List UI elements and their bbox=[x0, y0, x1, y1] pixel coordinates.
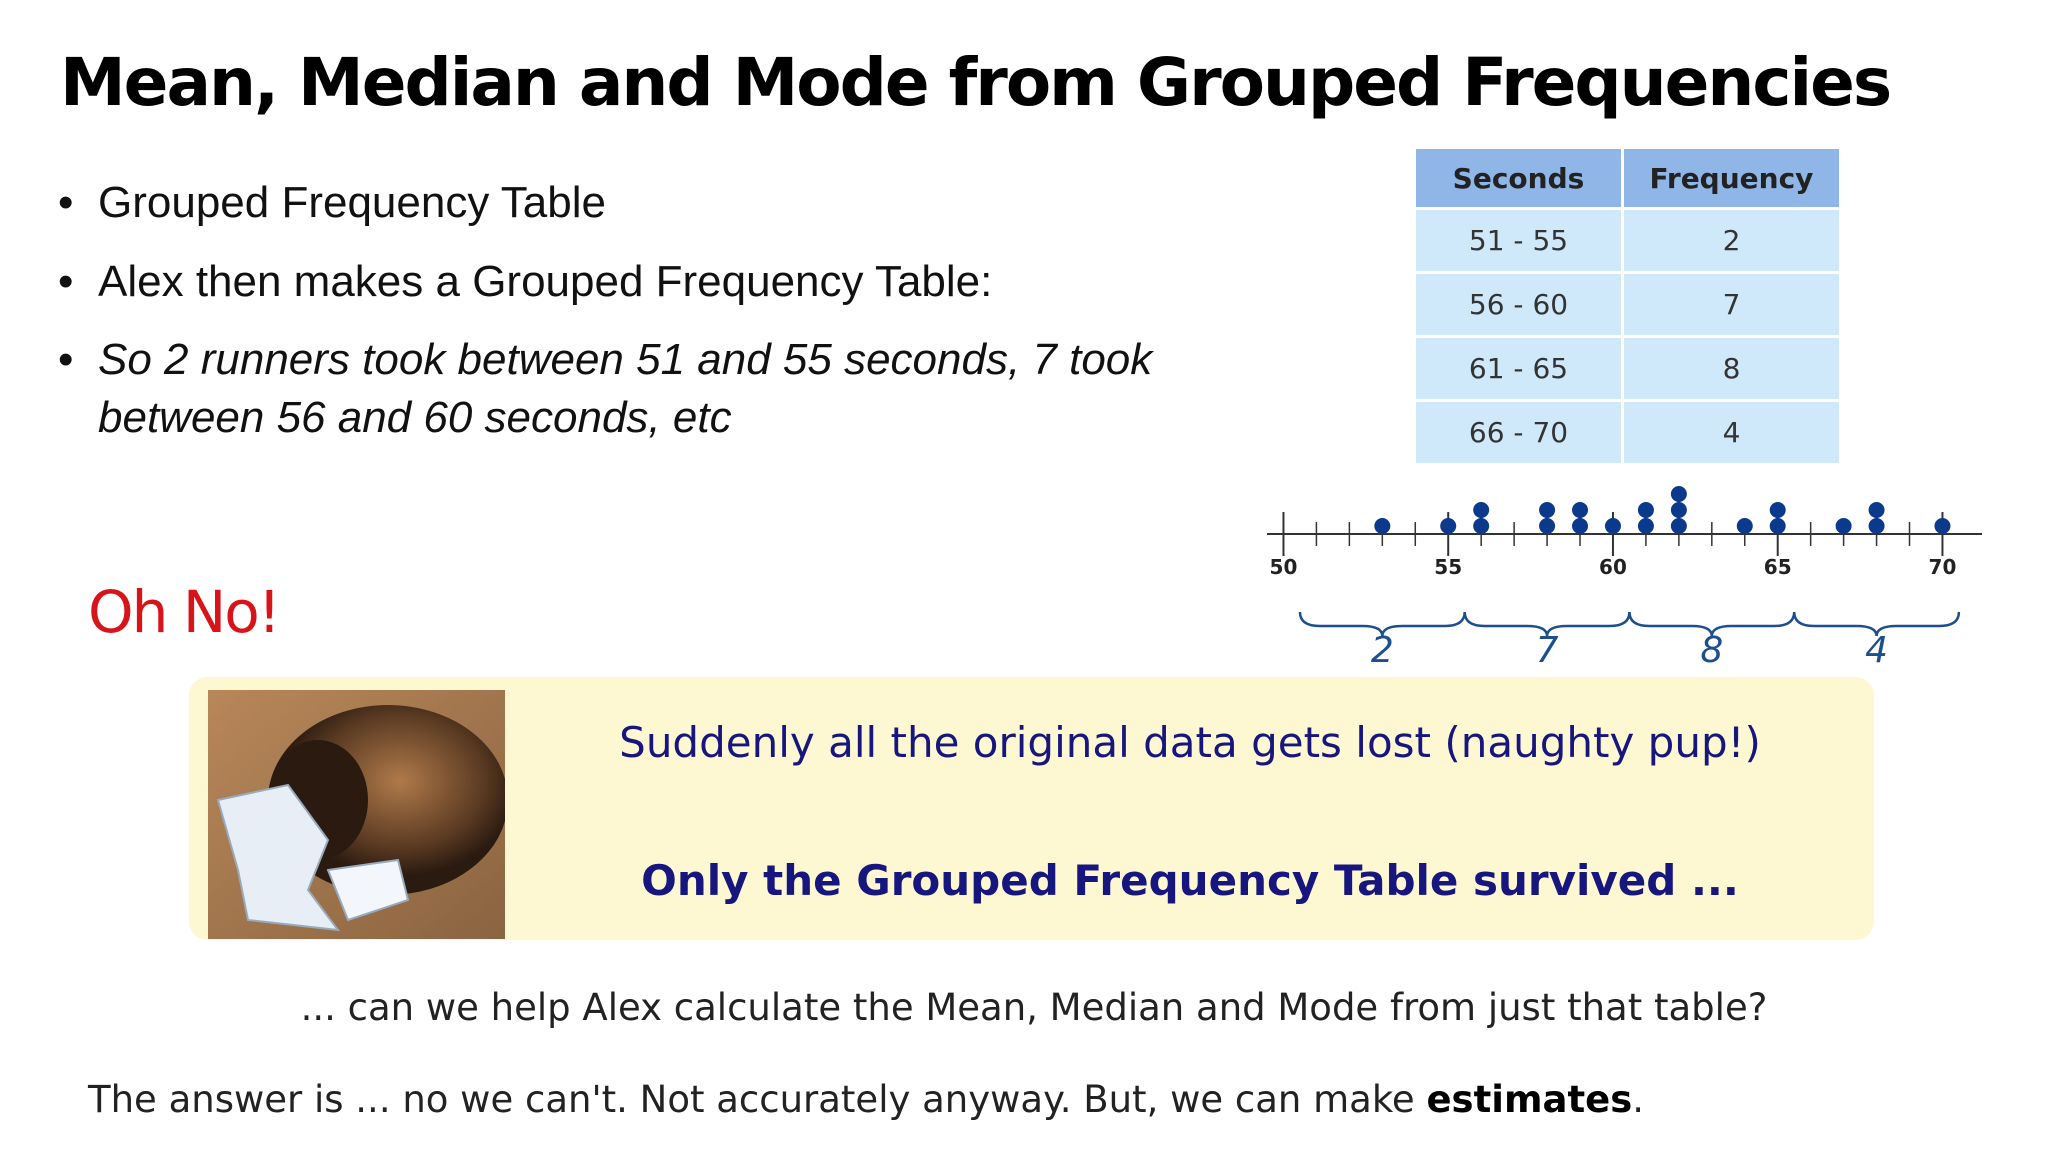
answer-text: The answer is ... no we can't. Not accur… bbox=[88, 1078, 1427, 1121]
data-dot bbox=[1473, 502, 1490, 518]
brace-label: 8 bbox=[1700, 630, 1723, 671]
bullet-text: Grouped Frequency Table bbox=[98, 178, 606, 227]
brace-label: 2 bbox=[1371, 630, 1394, 671]
group-brace bbox=[1628, 611, 1796, 637]
data-dot bbox=[1934, 518, 1951, 534]
tick-label: 70 bbox=[1929, 555, 1957, 579]
question: ... can we help Alex calculate the Mean,… bbox=[300, 986, 1768, 1029]
cell: 66 - 70 bbox=[1416, 402, 1621, 463]
cell: 4 bbox=[1624, 402, 1839, 463]
cell: 51 - 55 bbox=[1416, 210, 1621, 271]
data-dot bbox=[1440, 518, 1457, 534]
data-dot bbox=[1539, 502, 1556, 518]
data-dot bbox=[1670, 486, 1687, 502]
data-dot bbox=[1604, 518, 1621, 534]
bullet: • Alex then makes a Grouped Frequency Tab… bbox=[58, 257, 993, 306]
dot-plot: 50 2 55 7 60 8 65 4 70 bbox=[1267, 486, 1982, 671]
tick-label: 50 bbox=[1270, 555, 1298, 579]
puppy-photo bbox=[208, 690, 505, 939]
answer-bold: estimates bbox=[1426, 1078, 1633, 1121]
data-dot bbox=[1769, 502, 1786, 518]
brace-label: 4 bbox=[1865, 630, 1888, 671]
cell: 61 - 65 bbox=[1416, 338, 1621, 399]
story-line: Suddenly all the original data gets lost… bbox=[619, 718, 1761, 767]
data-dot bbox=[1374, 518, 1391, 534]
bullet-text: So 2 runners took between 51 and 55 seco… bbox=[98, 335, 1153, 384]
header-cell: Frequency bbox=[1624, 149, 1839, 207]
data-dot bbox=[1637, 502, 1654, 518]
brace-label: 7 bbox=[1536, 630, 1559, 671]
cell: 56 - 60 bbox=[1416, 274, 1621, 335]
slide-title: Mean, Median and Mode from Grouped Frequ… bbox=[60, 44, 1892, 121]
bullet-text: Alex then makes a Grouped Frequency Tabl… bbox=[98, 257, 993, 306]
group-brace bbox=[1792, 611, 1961, 637]
data-dot bbox=[1835, 518, 1852, 534]
cell: 7 bbox=[1624, 274, 1839, 335]
cell: 8 bbox=[1624, 338, 1839, 399]
tick-label: 55 bbox=[1434, 555, 1462, 579]
answer: The answer is ... no we can't. Not accur… bbox=[88, 1078, 1644, 1121]
group-brace bbox=[1298, 611, 1466, 637]
table-row: 51 - 55 2 bbox=[1416, 210, 1839, 271]
cell: 2 bbox=[1624, 210, 1839, 271]
tick-label: 60 bbox=[1599, 555, 1627, 579]
tick-label: 65 bbox=[1764, 555, 1792, 579]
table-header: Seconds Frequency bbox=[1416, 149, 1839, 207]
answer-end: . bbox=[1632, 1078, 1645, 1121]
bullet-continuation: between 56 and 60 seconds, etc bbox=[98, 393, 732, 442]
table-row: 61 - 65 8 bbox=[1416, 338, 1839, 399]
exclamation: Oh No! bbox=[88, 578, 281, 646]
frequency-table: Seconds Frequency 51 - 55 2 56 - 60 7 61 -… bbox=[1413, 146, 1842, 466]
data-dot bbox=[1572, 502, 1589, 518]
table-row: 56 - 60 7 bbox=[1416, 274, 1839, 335]
story-line: Only the Grouped Frequency Table survive… bbox=[641, 856, 1739, 905]
bullet: • Grouped Frequency Table bbox=[58, 178, 606, 227]
bullet: • So 2 runners took between 51 and 55 sec… bbox=[58, 335, 1153, 384]
header-cell: Seconds bbox=[1416, 149, 1621, 207]
data-dot bbox=[1868, 502, 1885, 518]
data-dot bbox=[1736, 518, 1753, 534]
group-brace bbox=[1463, 611, 1631, 637]
table-row: 66 - 70 4 bbox=[1416, 402, 1839, 463]
